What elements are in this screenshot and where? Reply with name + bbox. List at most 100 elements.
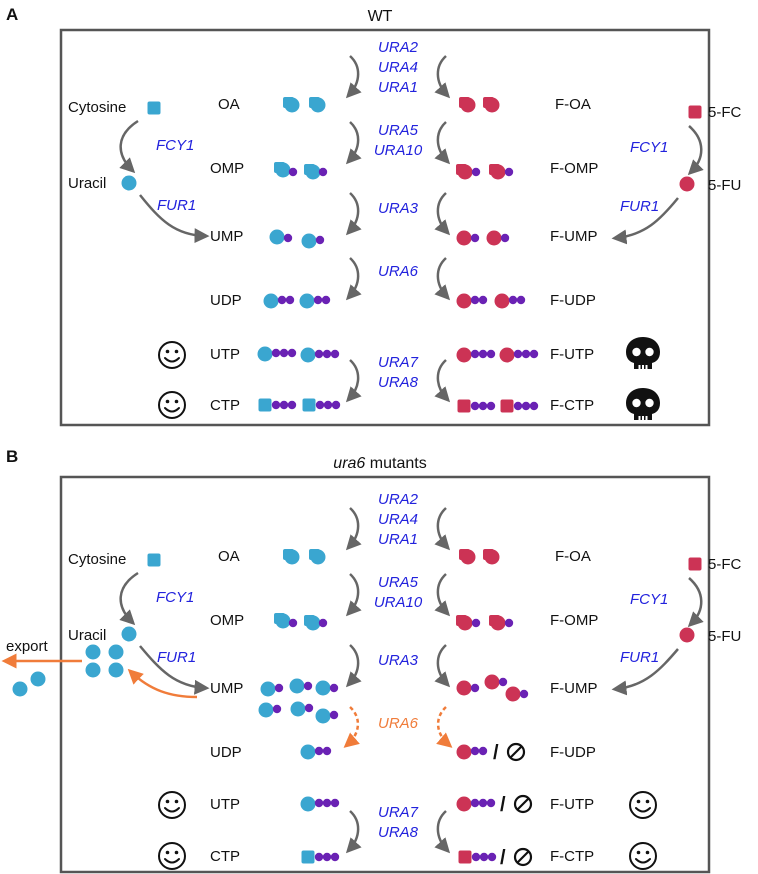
fur1-label-left: FUR1 <box>157 197 196 214</box>
or-slash: / <box>500 847 506 869</box>
utp-molecules <box>257 346 340 363</box>
f-udp-label: F-UDP <box>550 292 596 309</box>
f-ctp-label: F-CTP <box>550 848 594 865</box>
fur1-arrow-right <box>611 197 679 245</box>
oa-molecules <box>283 97 326 113</box>
fur1-label-right: FUR1 <box>620 649 659 666</box>
cytosine-glyph <box>147 553 161 567</box>
5fc-label: 5-FC <box>708 556 742 573</box>
ura1-label: URA1 <box>378 79 418 96</box>
none-icon <box>513 847 533 867</box>
fur1-label-left: FUR1 <box>157 649 196 666</box>
ump-label: UMP <box>210 228 243 245</box>
oa-label: OA <box>218 96 240 113</box>
5fc-glyph <box>688 557 702 571</box>
ump-label: UMP <box>210 680 243 697</box>
panel-b-letter: B <box>6 447 18 466</box>
f-utp-label: F-UTP <box>550 346 594 363</box>
uracil-label: Uracil <box>68 627 106 644</box>
fcy1-arrow-left <box>119 571 139 626</box>
f-oa-label: F-OA <box>555 96 591 113</box>
ura6-disrupted-label: URA6 <box>378 715 419 732</box>
panel-b: B ura6 mutants Cytosine FCY1 Uracil expo… <box>1 447 742 874</box>
f-oa-molecules <box>459 97 500 113</box>
f-omp-molecules <box>456 615 514 631</box>
f-ctp-molecules <box>458 850 497 864</box>
omp-label: OMP <box>210 612 244 629</box>
f-utp-molecules <box>456 347 539 363</box>
smile-icon <box>158 791 186 819</box>
f-ump-label: F-UMP <box>550 680 598 697</box>
central-arrows-b <box>345 507 451 854</box>
ctp-molecules <box>301 850 340 864</box>
skull-icon <box>626 337 660 369</box>
f-utp-molecules <box>456 796 496 812</box>
ura7-label: URA7 <box>378 804 419 821</box>
utp-molecules <box>300 796 340 812</box>
smile-icon <box>158 391 186 419</box>
fur1-arrow-right <box>611 648 679 696</box>
f-omp-molecules <box>456 164 514 180</box>
ump-to-uracil-arrow <box>127 668 198 699</box>
fur1-arrow-left <box>139 194 210 244</box>
skull-icon <box>626 388 660 420</box>
5fc-label: 5-FC <box>708 104 742 121</box>
smile-icon <box>629 791 657 819</box>
oa-molecules <box>283 549 326 565</box>
5fc-glyph <box>688 105 702 119</box>
panel-a-letter: A <box>6 5 18 24</box>
ura8-label: URA8 <box>378 374 419 391</box>
f-udp-molecules <box>456 744 488 760</box>
udp-label: UDP <box>210 744 242 761</box>
panel-b-frame <box>59 475 711 874</box>
ctp-label: CTP <box>210 397 240 414</box>
central-arrows-a <box>345 55 451 403</box>
smile-icon <box>158 341 186 369</box>
f-oa-label: F-OA <box>555 548 591 565</box>
ura1-label: URA1 <box>378 531 418 548</box>
ctp-molecules <box>258 398 341 412</box>
ctp-label: CTP <box>210 848 240 865</box>
ura4-label: URA4 <box>378 511 418 528</box>
f-udp-label: F-UDP <box>550 744 596 761</box>
f-omp-label: F-OMP <box>550 160 598 177</box>
f-ctp-label: F-CTP <box>550 397 594 414</box>
fcy1-label-left: FCY1 <box>156 589 194 606</box>
udp-label: UDP <box>210 292 242 309</box>
ura10-label: URA10 <box>374 594 423 611</box>
5fu-glyph <box>679 176 695 192</box>
f-ump-molecules <box>456 230 510 246</box>
fcy1-arrow-right <box>687 577 704 628</box>
fcy1-arrow-right <box>687 125 704 176</box>
fcy1-label-right: FCY1 <box>630 591 668 608</box>
exported-uracil <box>12 671 46 697</box>
ump-molecules <box>269 229 325 249</box>
panel-a-frame <box>59 28 711 427</box>
uracil-glyph <box>121 175 137 191</box>
uracil-label: Uracil <box>68 175 106 192</box>
f-utp-label: F-UTP <box>550 796 594 813</box>
f-ump-molecules <box>456 674 529 702</box>
uracil-glyph <box>121 626 137 642</box>
ura3-label: URA3 <box>378 652 419 669</box>
panel-b-title: ura6 mutants <box>333 455 426 472</box>
ura2-label: URA2 <box>378 39 419 56</box>
ura5-label: URA5 <box>378 574 419 591</box>
accumulated-uracil <box>85 644 124 678</box>
panel-a: A WT Cytosine FCY1 Uracil FUR1 OA OMP UM… <box>6 5 742 427</box>
cytosine-glyph <box>147 101 161 115</box>
f-ctp-molecules <box>457 399 539 413</box>
udp-molecules <box>263 293 331 309</box>
ura10-label: URA10 <box>374 142 423 159</box>
none-icon <box>506 742 526 762</box>
oa-label: OA <box>218 548 240 565</box>
5fu-label: 5-FU <box>708 628 741 645</box>
5fu-glyph <box>679 627 695 643</box>
fcy1-arrow-left <box>119 119 139 174</box>
ura3-label: URA3 <box>378 200 419 217</box>
ura6-label: URA6 <box>378 263 419 280</box>
or-slash: / <box>500 794 506 816</box>
ura2-label: URA2 <box>378 491 419 508</box>
omp-molecules <box>274 613 328 631</box>
